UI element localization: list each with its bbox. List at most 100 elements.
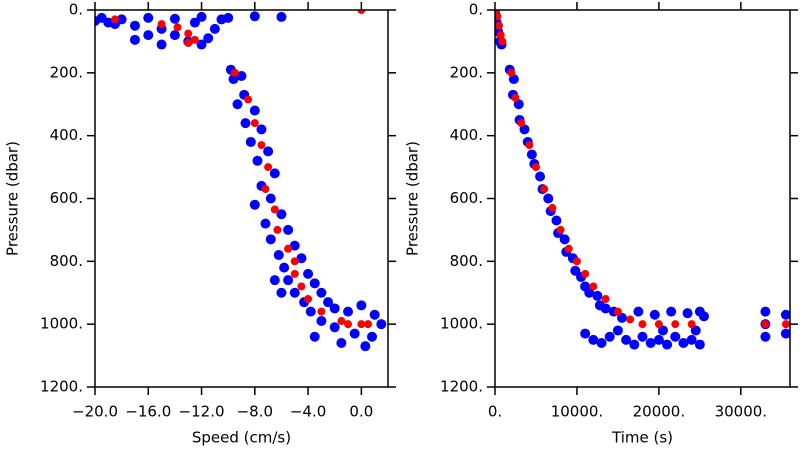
point [95, 15, 100, 26]
point [309, 278, 320, 289]
x-axis-label: Speed (cm/s) [192, 429, 291, 447]
point [265, 193, 276, 204]
point [596, 338, 607, 349]
point [189, 17, 200, 28]
point [230, 68, 239, 77]
point [376, 319, 387, 330]
y-tick-label: 800. [50, 252, 83, 270]
point [349, 328, 360, 339]
point [526, 149, 537, 160]
point [283, 275, 294, 286]
point [190, 35, 199, 44]
point [670, 331, 681, 342]
points [95, 10, 387, 352]
point [196, 39, 207, 50]
point [290, 269, 299, 278]
point [559, 234, 570, 245]
x-tick-label: 20000. [633, 403, 686, 421]
point [581, 269, 590, 278]
point [260, 218, 271, 229]
point [250, 119, 259, 128]
point [317, 307, 326, 316]
point [173, 23, 182, 32]
point [637, 331, 648, 342]
point [662, 339, 673, 350]
point [629, 339, 640, 350]
point [269, 275, 280, 286]
point [507, 68, 516, 77]
x-tick-label: 0.0 [349, 403, 373, 421]
point [531, 163, 540, 172]
point [621, 334, 632, 345]
point [495, 21, 504, 30]
x-tick-label: −8.0 [237, 403, 273, 421]
point [323, 297, 334, 308]
point [613, 307, 622, 316]
x-tick-label: −12.0 [179, 403, 225, 421]
y-tick-label: 800. [450, 252, 483, 270]
point [252, 155, 263, 166]
point [666, 306, 677, 317]
point [633, 306, 644, 317]
x-tick-label: −20.0 [72, 403, 118, 421]
point [303, 268, 314, 279]
x-tick-label: 30000. [715, 403, 768, 421]
point [256, 124, 267, 135]
point [564, 244, 573, 253]
point [264, 163, 273, 172]
point [269, 168, 280, 179]
point [289, 240, 300, 251]
point [367, 331, 378, 342]
point [760, 331, 771, 342]
y-tick-label: 1000. [440, 315, 483, 333]
point [543, 193, 554, 204]
y-tick-label: 600. [450, 189, 483, 207]
point [580, 328, 591, 339]
point [584, 287, 595, 298]
point [169, 13, 180, 24]
point [297, 282, 306, 291]
point [329, 303, 340, 314]
point [654, 320, 663, 329]
point [336, 338, 347, 349]
point [196, 11, 207, 22]
y-tick-label: 0. [69, 1, 83, 19]
point [604, 331, 615, 342]
point [283, 224, 294, 235]
point [761, 320, 770, 329]
point [617, 312, 628, 323]
point [305, 306, 316, 317]
point [572, 257, 581, 266]
y-tick-label: 0. [469, 1, 483, 19]
point [273, 250, 284, 261]
point [244, 95, 253, 104]
point [232, 99, 243, 110]
point [517, 119, 526, 128]
point [273, 225, 282, 234]
point [548, 203, 557, 212]
point [343, 306, 354, 317]
point [216, 14, 227, 25]
point [169, 30, 180, 41]
y-axis-label: Pressure (dbar) [4, 141, 22, 256]
point [296, 253, 307, 264]
point [535, 171, 546, 182]
point [209, 23, 220, 34]
point [657, 325, 668, 336]
point [540, 185, 549, 194]
point [601, 295, 610, 304]
point [304, 295, 313, 304]
point [129, 20, 140, 31]
point [290, 257, 299, 266]
point [329, 322, 340, 333]
point [511, 93, 520, 102]
point [682, 308, 693, 319]
point [653, 334, 664, 345]
point [589, 282, 598, 291]
point [780, 328, 790, 339]
point [687, 320, 696, 329]
point [356, 300, 367, 311]
point [780, 309, 790, 320]
point [360, 341, 371, 352]
